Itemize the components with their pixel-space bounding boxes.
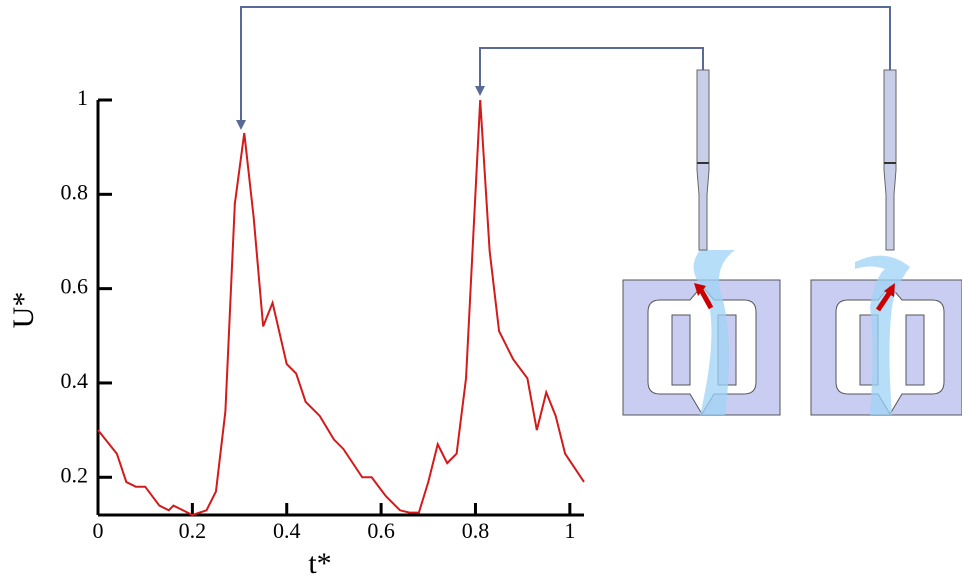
arrowhead	[236, 120, 246, 130]
x-axis-label: t*	[308, 547, 331, 580]
arrowhead	[475, 86, 485, 96]
y-axis-label: U*	[7, 292, 40, 329]
y-tick-label: 0.4	[61, 368, 89, 393]
illustration-2	[810, 69, 962, 416]
connectors	[240, 6, 891, 122]
y-tick-label: 1	[77, 85, 88, 110]
data-line	[97, 99, 585, 517]
x-tick-label: 0	[93, 518, 104, 543]
x-tick-label: 0.6	[367, 518, 395, 543]
connector	[479, 47, 704, 88]
y-tick-label: 0.2	[61, 462, 89, 487]
x-tick-label: 0.2	[179, 518, 207, 543]
y-tick-label: 0.6	[61, 274, 89, 299]
illustration-1	[622, 69, 781, 416]
x-tick-label: 0.4	[273, 518, 301, 543]
y-tick-label: 0.8	[61, 179, 89, 204]
x-tick-label: 0.8	[462, 518, 490, 543]
x-tick-label: 1	[564, 518, 575, 543]
connector	[240, 6, 891, 122]
